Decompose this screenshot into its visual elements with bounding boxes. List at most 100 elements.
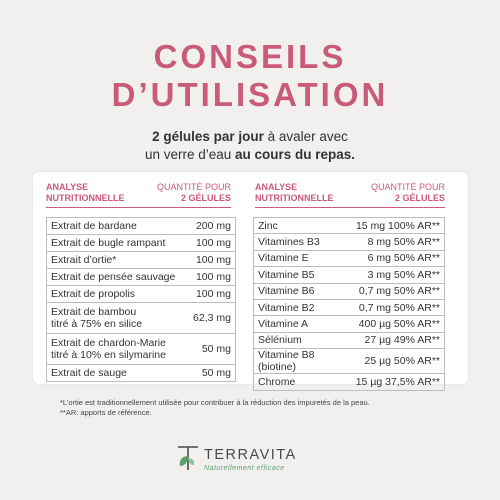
- right-row: Vitamine A 400 µg 50% AR**: [253, 315, 445, 333]
- left-head-qty: QUANTITÉ POUR 2 GÉLULES: [143, 182, 231, 204]
- left-row: Extrait de pensée sauvage 100 mg: [46, 268, 236, 286]
- nutrient-name: Vitamine B2: [253, 299, 352, 317]
- nutrient-name: Chrome: [254, 374, 352, 390]
- right-nutrition-table: Zinc 15 mg 100% AR** Vitamines B3 8 mg 50% …: [253, 217, 445, 391]
- nutrient-quantity: 50 mg: [201, 367, 231, 379]
- right-head-qty: QUANTITÉ POUR 2 GÉLULES: [353, 182, 445, 204]
- nutrient-name-text: Vitamine B2: [258, 301, 315, 314]
- left-row: Extrait de chardon-Marie titré à 10% en s…: [46, 333, 236, 365]
- terravita-logo-icon: [178, 446, 198, 470]
- nutrient-name-text: Extrait de bardane: [51, 220, 137, 232]
- right-row: Vitamines B3 8 mg 50% AR**: [253, 233, 445, 251]
- nutrient-name-text: Vitamine B8 (biotine): [258, 349, 315, 374]
- left-row: Extrait de bardane 200 mg: [46, 217, 236, 235]
- brand-tagline: Naturellement efficace: [204, 465, 285, 472]
- right-row: Chrome 15 µg 37,5% AR**: [254, 374, 445, 390]
- left-row: Extrait d’ortie* 100 mg: [46, 251, 236, 269]
- nutrient-quantity: 62,3 mg: [186, 302, 236, 334]
- right-row: Vitamine B6 0,7 mg 50% AR**: [253, 283, 445, 300]
- nutrient-name: Zinc: [253, 217, 352, 235]
- footnote-ortie: *L’ortie est traditionnellement utilisée…: [60, 398, 370, 407]
- nutrient-name-text: Vitamine B5: [258, 268, 315, 281]
- usage-instruction-line1: 2 gélules par jour à avaler avec: [0, 128, 500, 146]
- nutrient-name-text: Extrait de propolis: [51, 288, 136, 300]
- nutrient-name-text: Extrait de bambou: [51, 306, 137, 318]
- nutrient-quantity: 15 mg 100% AR**: [351, 217, 445, 235]
- left-head-qty-2: 2 GÉLULES: [180, 193, 231, 203]
- nutrient-quantity: 15 µg 37,5% AR**: [355, 375, 440, 388]
- left-head-qty-1: QUANTITÉ POUR: [156, 182, 231, 192]
- nutrient-name-text: Zinc: [258, 219, 278, 232]
- right-head-qty-1: QUANTITÉ POUR: [370, 182, 445, 192]
- right-row: Vitamine B5 3 mg 50% AR**: [253, 266, 445, 284]
- right-divider: [255, 207, 445, 208]
- nutrient-name: Vitamine B8 (biotine): [253, 348, 352, 375]
- nutrient-quantity: 8 mg 50% AR**: [351, 233, 445, 251]
- nutrient-name-text: Extrait de pensée sauvage: [51, 271, 176, 283]
- nutrient-quantity: 25 µg 50% AR**: [351, 348, 445, 375]
- nutrient-quantity: 0,7 mg 50% AR**: [351, 283, 445, 300]
- nutrient-name: Extrait de bambou titré à 75% en silice: [46, 302, 187, 334]
- nutrient-name: Vitamine B6: [253, 283, 352, 300]
- page-title-line2: D’UTILISATION: [111, 76, 389, 113]
- left-row: Extrait de bambou titré à 75% en silice 62…: [46, 302, 236, 334]
- right-row: Zinc 15 mg 100% AR**: [253, 217, 445, 235]
- nutrient-name-text-line2: titré à 10% en silymarine: [51, 349, 166, 361]
- intro-text-1: à avaler avec: [263, 129, 348, 144]
- nutrient-name: Vitamine E: [253, 250, 352, 268]
- nutrient-name-text: Extrait d’ortie*: [51, 254, 117, 266]
- left-row: Extrait de sauge 50 mg: [47, 365, 236, 382]
- nutrient-quantity: 6 mg 50% AR**: [351, 250, 445, 268]
- nutrient-name-text: Sélénium: [258, 334, 302, 347]
- nutrient-name: Extrait de chardon-Marie titré à 10% en s…: [46, 333, 187, 365]
- nutrient-name: Extrait de pensée sauvage: [46, 268, 187, 286]
- nutrient-quantity: 100 mg: [186, 251, 236, 269]
- right-head-name: ANALYSE NUTRITIONNELLE: [255, 182, 334, 203]
- nutrient-name-text: Chrome: [258, 375, 296, 388]
- nutrient-name-text: Vitamine A: [258, 318, 309, 331]
- nutrient-quantity: 50 mg: [186, 333, 236, 365]
- brand-name: TERRAVITA: [204, 447, 297, 463]
- nutrient-quantity: 200 mg: [186, 217, 236, 235]
- nutrient-name: Sélénium: [253, 332, 352, 350]
- nutrient-name: Vitamine A: [253, 315, 352, 333]
- dosage-text: 2 gélules par jour: [152, 129, 264, 144]
- nutrient-quantity: 100 mg: [186, 234, 236, 252]
- nutrient-quantity: 400 µg 50% AR**: [351, 315, 445, 333]
- nutrient-quantity: 3 mg 50% AR**: [351, 266, 445, 284]
- nutrient-name-text: Vitamines B3: [258, 236, 320, 249]
- nutrient-name: Vitamines B3: [253, 233, 352, 251]
- nutrient-name-text: Vitamine B6: [258, 285, 315, 298]
- nutrient-quantity: 100 mg: [186, 285, 236, 303]
- footnote-ar: **AR: apports de référence.: [60, 408, 152, 417]
- right-row: Vitamine B2 0,7 mg 50% AR**: [253, 299, 445, 317]
- left-head-name: ANALYSE NUTRITIONNELLE: [46, 182, 125, 203]
- left-nutrition-table: Extrait de bardane 200 mg Extrait de bugle…: [46, 217, 236, 382]
- nutrient-quantity: 0,7 mg 50% AR**: [351, 299, 445, 317]
- left-row: Extrait de bugle rampant 100 mg: [46, 234, 236, 252]
- nutrient-name: Extrait de propolis: [46, 285, 187, 303]
- right-head-qty-2: 2 GÉLULES: [394, 193, 445, 203]
- nutrient-name: Extrait d’ortie*: [46, 251, 187, 269]
- right-row: Sélénium 27 µg 49% AR**: [253, 332, 445, 350]
- nutrient-name-text: Extrait de sauge: [51, 367, 127, 379]
- nutrient-name: Extrait de bugle rampant: [46, 234, 187, 252]
- timing-text: au cours du repas.: [235, 147, 356, 162]
- left-divider: [46, 207, 231, 208]
- nutrient-name: Extrait de sauge: [47, 365, 187, 382]
- nutrient-name-text: Vitamine E: [258, 252, 309, 265]
- intro-text-2: un verre d’eau: [144, 147, 235, 162]
- left-row: Extrait de propolis 100 mg: [46, 285, 236, 303]
- page-title-line1: CONSEILS: [153, 38, 347, 75]
- nutrient-quantity: 100 mg: [186, 268, 236, 286]
- nutrition-card: ANALYSE NUTRITIONNELLE QUANTITÉ POUR 2 G…: [33, 172, 468, 391]
- nutrient-name-text: Extrait de chardon-Marie: [51, 337, 166, 349]
- nutrient-name: Extrait de bardane: [46, 217, 187, 235]
- right-row: Vitamine E 6 mg 50% AR**: [253, 250, 445, 268]
- nutrient-quantity: 27 µg 49% AR**: [351, 332, 445, 350]
- usage-instruction-line2: un verre d’eau au cours du repas.: [0, 146, 500, 164]
- right-row: Vitamine B8 (biotine) 25 µg 50% AR**: [253, 348, 445, 375]
- nutrient-name-text: Extrait de bugle rampant: [51, 237, 166, 249]
- nutrient-name-text-line2: titré à 75% en silice: [51, 318, 143, 330]
- nutrient-name: Vitamine B5: [253, 266, 352, 284]
